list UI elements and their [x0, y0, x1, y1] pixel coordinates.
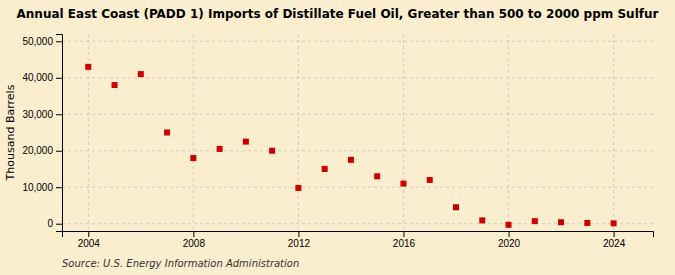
- y-tick-mark: [56, 41, 62, 42]
- point: [506, 222, 512, 228]
- x-tick-label: 2020: [498, 238, 521, 249]
- point: [190, 155, 196, 161]
- y-tick-mark: [56, 151, 62, 152]
- grid-line: [62, 187, 653, 188]
- x-axis: 2004 2008 2012 2016 2020 2024: [63, 231, 654, 249]
- y-axis-line: [56, 35, 63, 232]
- x-tick-label: 2008: [183, 238, 206, 249]
- x-tick: 2020: [498, 231, 521, 249]
- y-tick-mark: [56, 114, 62, 115]
- x-tick: 2004: [78, 231, 101, 249]
- y-tick: 0: [47, 218, 62, 229]
- point: [295, 185, 301, 191]
- points: [85, 64, 616, 228]
- y-tick-mark: [56, 224, 62, 225]
- y-tick-label: 0: [47, 218, 53, 229]
- x-tick-label: 2012: [288, 238, 311, 249]
- point: [85, 64, 91, 70]
- grid-line: [193, 34, 194, 231]
- grid: [62, 34, 653, 231]
- x-axis-line: [63, 232, 654, 238]
- point: [558, 219, 564, 225]
- x-tick: 2012: [288, 231, 311, 249]
- point: [322, 166, 328, 172]
- x-tick: 2016: [393, 231, 416, 249]
- point: [138, 71, 144, 77]
- point: [269, 148, 275, 154]
- y-tick-mark: [56, 187, 62, 188]
- y-tick: 50,000: [22, 36, 62, 47]
- point: [348, 157, 354, 163]
- point: [400, 181, 406, 187]
- y-tick-label: 50,000: [22, 36, 53, 47]
- y-axis: 0 10,000 20,000 30,000 40,000 50,000: [22, 35, 62, 232]
- plot-area: 2004 2008 2012 2016 2020 2024 0 10,000 20,000 30,…: [22, 34, 653, 249]
- point: [164, 130, 170, 136]
- point: [611, 220, 617, 226]
- x-tick-label: 2004: [78, 238, 101, 249]
- x-tick-mark: [88, 231, 89, 237]
- y-tick: 20,000: [22, 145, 62, 156]
- point: [217, 146, 223, 152]
- x-tick-mark: [403, 231, 404, 237]
- point: [374, 173, 380, 179]
- y-tick-label: 10,000: [22, 182, 53, 193]
- point: [112, 82, 118, 88]
- y-tick: 10,000: [22, 182, 62, 193]
- point: [453, 204, 459, 210]
- x-tick-mark: [193, 231, 194, 237]
- x-tick-mark: [614, 231, 615, 237]
- x-tick-label: 2024: [603, 238, 626, 249]
- point: [427, 177, 433, 183]
- x-tick: 2024: [603, 231, 626, 249]
- y-axis-title: Thousand Barrels: [4, 84, 17, 181]
- grid-line: [403, 34, 404, 231]
- chart: 2004 2008 2012 2016 2020 2024 0 10,000 20,000 30,…: [0, 0, 675, 275]
- x-tick-label: 2016: [393, 238, 416, 249]
- grid-line: [613, 34, 614, 231]
- y-tick: 30,000: [22, 109, 62, 120]
- y-tick-label: 40,000: [22, 72, 53, 83]
- point: [479, 217, 485, 223]
- point: [532, 218, 538, 224]
- x-tick-mark: [509, 231, 510, 237]
- grid-line: [62, 150, 653, 151]
- grid-line: [62, 77, 653, 78]
- y-tick-mark: [56, 78, 62, 79]
- title: Annual East Coast (PADD 1) Imports of Di…: [17, 7, 659, 21]
- point: [584, 220, 590, 226]
- grid-line: [508, 34, 509, 231]
- grid-line: [298, 34, 299, 231]
- point: [243, 139, 249, 145]
- y-tick: 40,000: [22, 72, 62, 83]
- grid-line: [62, 223, 653, 224]
- y-tick-label: 30,000: [22, 109, 53, 120]
- grid-line: [88, 34, 89, 231]
- x-tick-mark: [298, 231, 299, 237]
- grid-line: [62, 114, 653, 115]
- x-tick: 2008: [183, 231, 206, 249]
- grid-line: [62, 41, 653, 42]
- y-tick-label: 20,000: [22, 145, 53, 156]
- source-note: Source: U.S. Energy Information Administ…: [62, 258, 299, 269]
